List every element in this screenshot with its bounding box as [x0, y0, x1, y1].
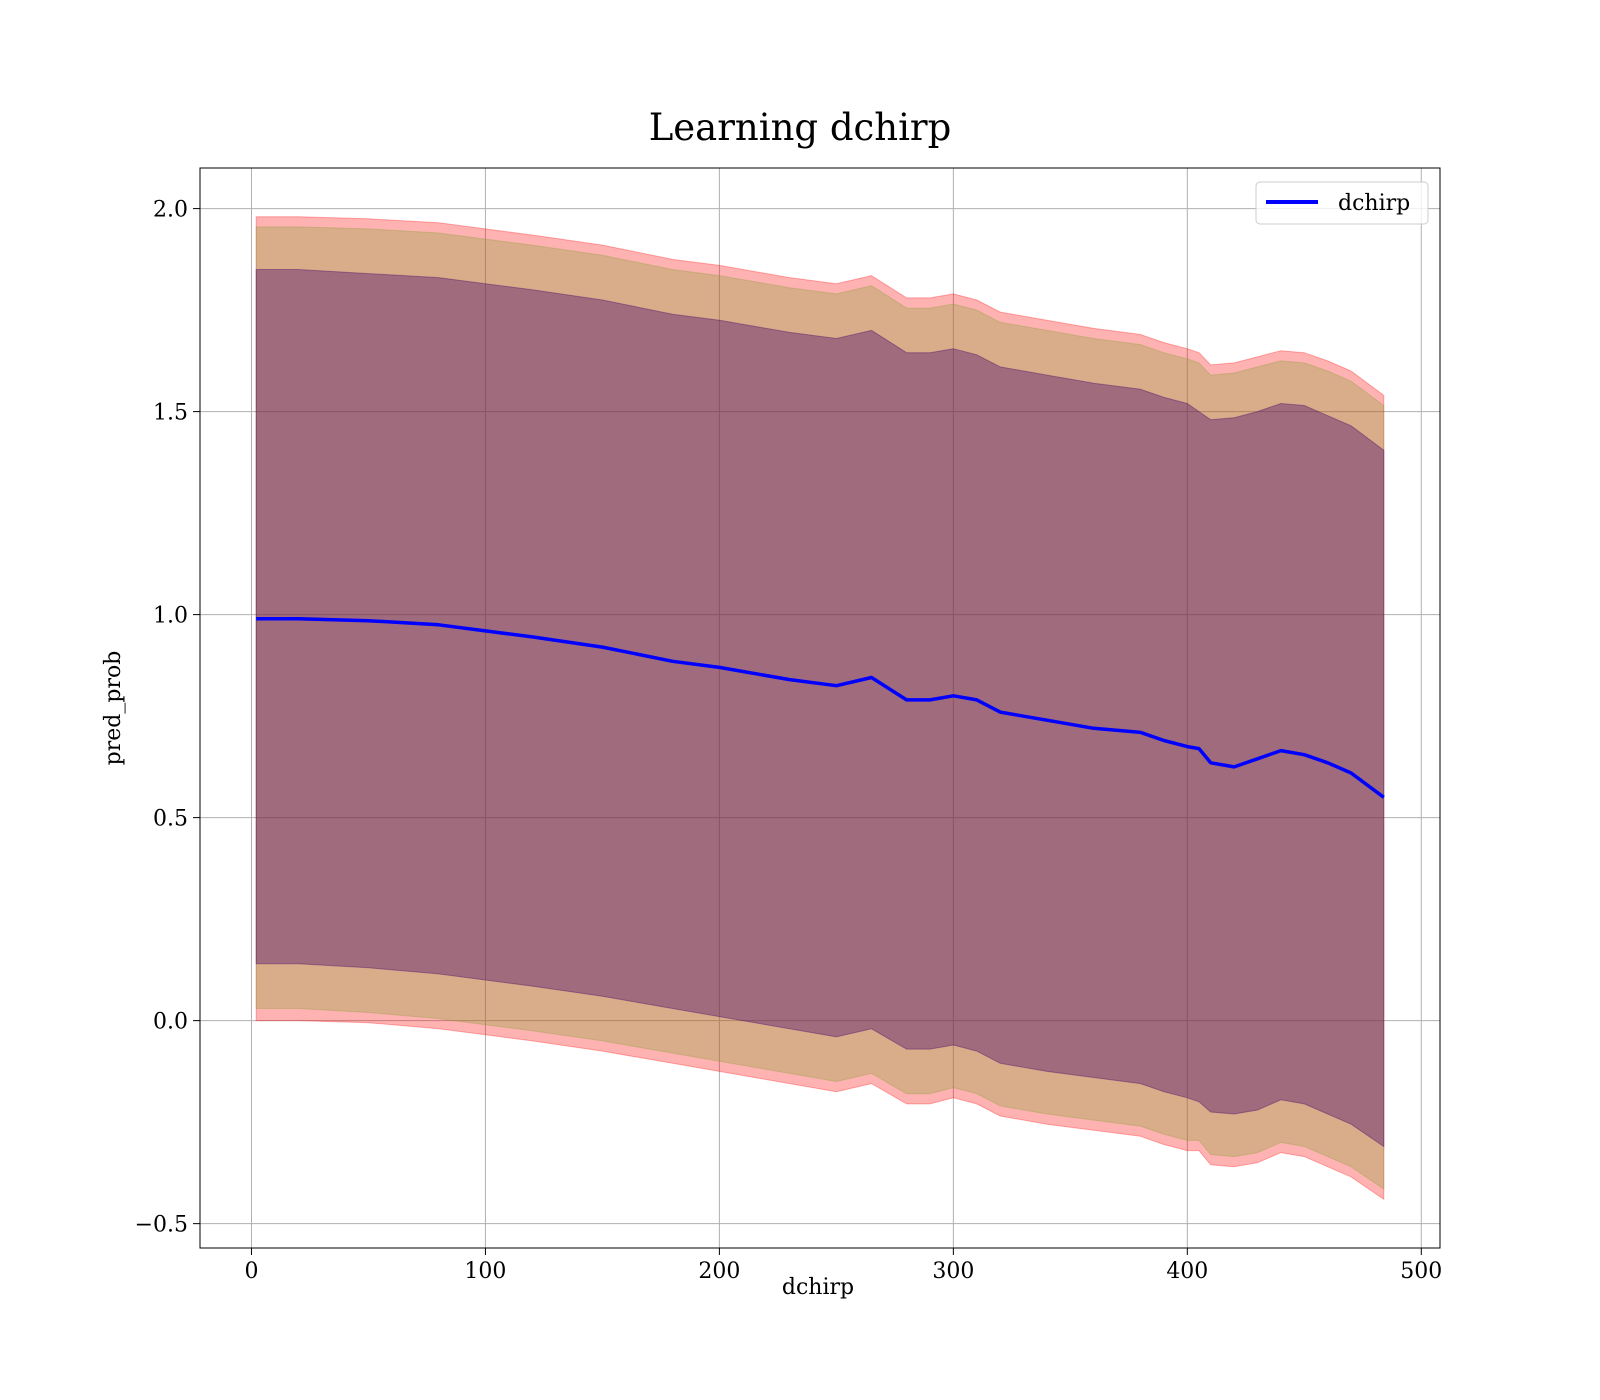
- confidence-band-2: [255, 226, 1385, 1191]
- confidence-band-3: [255, 269, 1385, 1148]
- plot-area-frame: [199, 167, 1441, 1249]
- series-lines: [256, 616, 1385, 799]
- x-axis-label: dchirp: [782, 1275, 854, 1300]
- x-tick-label: 300: [932, 1259, 974, 1284]
- legend-label: dchirp: [1338, 191, 1410, 216]
- confidence-bands: [255, 216, 1385, 1201]
- x-tick-label: 400: [1166, 1259, 1208, 1284]
- x-axis-ticks: 0 100 200 300 400 500: [244, 1248, 1442, 1284]
- y-tick-label: 1.0: [153, 604, 188, 629]
- y-axis-ticks: −0.5 0.0 0.5 1.0 1.5 2.0: [135, 198, 200, 1238]
- x-tick-label: 500: [1400, 1259, 1442, 1284]
- y-tick-label: 2.0: [153, 198, 188, 223]
- grid: [200, 168, 1440, 1248]
- confidence-band-1: [255, 216, 1385, 1201]
- legend-box: [1255, 181, 1429, 225]
- chart-title: Learning dchirp: [649, 106, 952, 149]
- y-tick-label: 0.0: [153, 1010, 188, 1035]
- x-tick-label: 200: [698, 1259, 740, 1284]
- series-line-dchirp: [256, 616, 1385, 799]
- y-axis-label: pred_prob: [101, 651, 126, 766]
- y-tick-label: −0.5: [135, 1213, 188, 1238]
- x-tick-label: 0: [244, 1259, 258, 1284]
- y-tick-label: 1.5: [153, 401, 188, 426]
- legend: dchirp: [1255, 181, 1429, 225]
- x-tick-label: 100: [464, 1259, 506, 1284]
- y-tick-label: 0.5: [153, 807, 188, 832]
